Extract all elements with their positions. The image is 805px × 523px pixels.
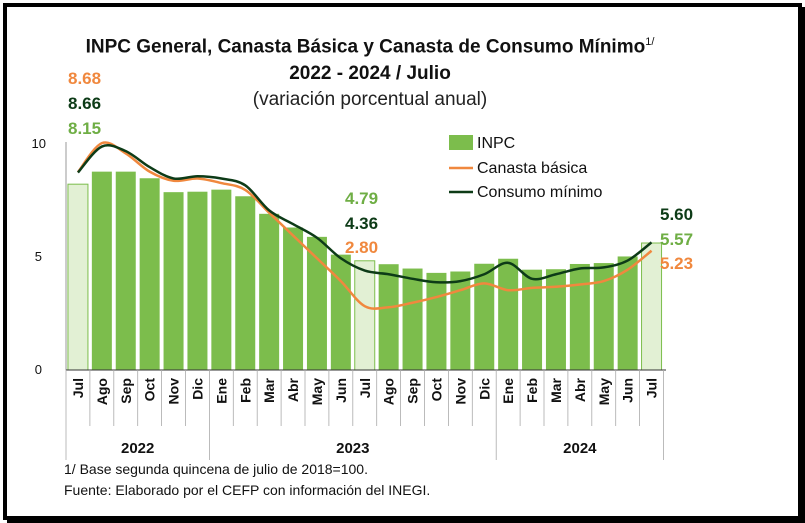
x-tick-label: Ago [381, 378, 397, 405]
x-tick-label: Oct [428, 378, 444, 402]
inpc-bar [545, 269, 566, 370]
x-tick-label: Nov [452, 378, 468, 405]
chart-subtitle: 2022 - 2024 / Julio [289, 63, 451, 84]
inpc-bar [163, 192, 184, 370]
inpc-bar [139, 178, 160, 370]
legend-inpc-label: INPC [477, 135, 515, 152]
data-label-mid-canasta: 2.80 [345, 238, 378, 257]
inpc-bar [235, 196, 256, 370]
data-label-start-inpc: 8.15 [68, 119, 101, 138]
x-tick-label: Mar [548, 377, 564, 402]
x-tick-label: Jun [620, 378, 636, 403]
x-tick-label: May [596, 378, 612, 405]
data-label-end-consumo: 5.60 [660, 205, 693, 224]
inpc-bar [498, 258, 519, 370]
x-tick-label: Feb [237, 378, 253, 403]
x-tick-label: Sep [118, 378, 134, 404]
data-label-start-canasta: 8.68 [68, 69, 101, 88]
x-tick-label: Dic [189, 378, 205, 400]
inpc-bar [187, 191, 208, 370]
inpc-bar [474, 263, 495, 370]
data-label-start-consumo: 8.66 [68, 94, 101, 113]
x-tick-label: Mar [261, 377, 277, 402]
data-label-mid-inpc: 4.79 [345, 189, 378, 208]
x-tick-label: Nov [166, 378, 182, 405]
x-tick-label: Dic [476, 378, 492, 400]
inpc-bar [67, 183, 89, 371]
x-tick-label: Ene [213, 378, 229, 404]
source-note: Fuente: Elaborado por el CEFP con inform… [64, 482, 431, 498]
inpc-bar [354, 260, 376, 371]
inpc-bar [617, 256, 638, 370]
inpc-bar [259, 213, 280, 370]
legend-inpc-swatch [449, 135, 473, 150]
y-tick-label: 5 [35, 249, 42, 264]
chart-units: (variación porcentual anual) [252, 89, 488, 110]
x-tick-label: Jun [333, 378, 349, 403]
inpc-bar [593, 263, 614, 370]
inpc-bar [91, 171, 112, 370]
inpc-bar [306, 236, 327, 370]
x-tick-label: May [309, 378, 325, 405]
x-tick-label: Ago [94, 378, 110, 405]
consumo-minimo-line [77, 144, 653, 284]
y-tick-label: 10 [32, 136, 46, 151]
year-label: 2023 [336, 440, 369, 457]
x-tick-label: Abr [572, 377, 588, 402]
inpc-bar [426, 272, 447, 370]
year-label: 2022 [121, 440, 154, 457]
chart-frame [3, 3, 802, 520]
data-label-mid-consumo: 4.36 [345, 214, 378, 233]
inpc-bar [211, 189, 232, 370]
data-label-end-inpc: 5.57 [660, 230, 693, 249]
x-tick-labels: Jul Ago Sep Oct Nov Dic Ene Feb Mar Abr May Jun Jul A… [65, 370, 664, 426]
x-tick-label: Jul [357, 378, 373, 398]
x-tick-label: Ene [500, 378, 516, 404]
x-tick-label: Jul [70, 378, 86, 398]
inpc-bar [402, 268, 423, 370]
inpc-bar [641, 242, 663, 371]
legend-canasta-label: Canasta básica [477, 160, 587, 177]
inpc-bar [378, 264, 399, 370]
inpc-bar [283, 227, 304, 370]
canasta-basica-line [76, 141, 653, 310]
inpc-bar [115, 171, 136, 370]
inpc-bar [330, 254, 351, 370]
x-tick-label: Oct [142, 378, 158, 402]
inpc-bar [569, 263, 590, 370]
x-tick-label: Abr [285, 377, 301, 402]
data-label-end-canasta: 5.23 [660, 254, 693, 273]
x-tick-label: Feb [524, 378, 540, 403]
year-label: 2024 [563, 440, 597, 457]
inpc-bar [522, 269, 543, 370]
year-labels: 2022 2023 2024 [65, 426, 664, 460]
footnote: 1/ Base segunda quincena de julio de 201… [64, 461, 368, 477]
y-tick-label: 0 [35, 362, 42, 377]
legend-consumo-label: Consumo mínimo [477, 184, 602, 201]
inpc-bar [450, 271, 471, 370]
chart-title: INPC General, Canasta Básica y Canasta d… [85, 36, 655, 58]
x-tick-label: Sep [405, 378, 421, 404]
x-tick-label: Jul [644, 378, 660, 398]
